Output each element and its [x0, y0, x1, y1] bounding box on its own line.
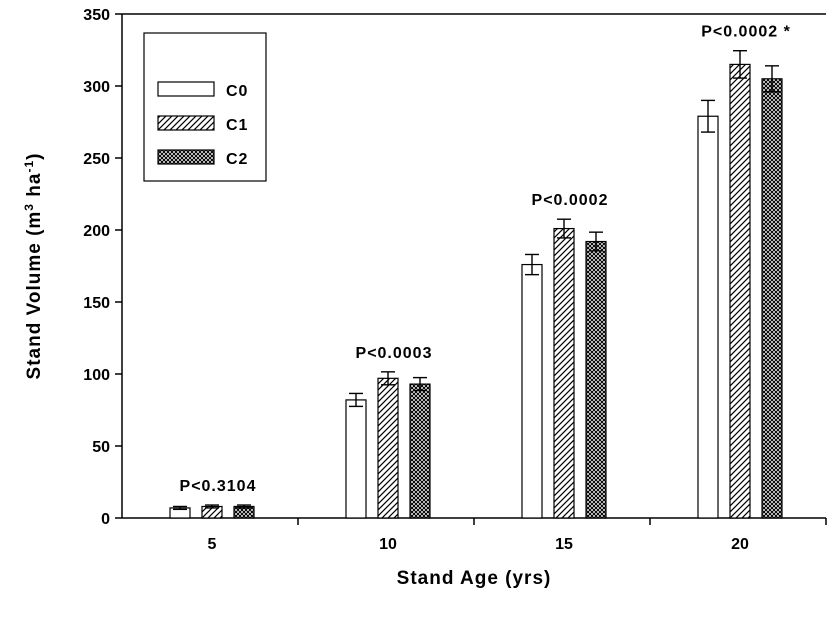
- bar-c2: [585, 240, 607, 519]
- bar-c0: [697, 115, 719, 519]
- legend-swatch-c2: [157, 149, 215, 165]
- bars: [169, 50, 783, 519]
- x-tick-label: 20: [731, 536, 749, 553]
- y-tick-label: 350: [83, 7, 110, 24]
- legend-swatch-c0: [157, 81, 215, 97]
- p-value-annotation: P<0.0002: [532, 192, 609, 209]
- legend-label-c2: C2: [226, 151, 248, 168]
- x-tick-label: 15: [555, 536, 573, 553]
- bar-c0: [345, 399, 367, 519]
- y-tick-label: 50: [92, 439, 110, 456]
- y-ticks: 0 50 100 150 200 250 300 350: [83, 7, 122, 528]
- p-value-annotation: P<0.0003: [356, 345, 433, 362]
- x-axis-title: Stand Age (yrs): [397, 568, 552, 589]
- annotations: P<0.3104 P<0.0003 P<0.0002 P<0.0002 *: [180, 24, 791, 495]
- legend-item-c1: C1: [157, 115, 248, 134]
- legend-item-c2: C2: [157, 149, 248, 168]
- bar-c2: [761, 78, 783, 519]
- y-tick-label: 200: [83, 223, 110, 240]
- y-tick-label: 150: [83, 295, 110, 312]
- legend: C0 C1 C2: [143, 32, 267, 182]
- bar-c1: [729, 63, 751, 519]
- legend-swatch-c1: [157, 115, 215, 131]
- x-ticks: 5 10 15 20: [208, 518, 827, 553]
- legend-label-c1: C1: [226, 117, 248, 134]
- bar-c0: [521, 263, 543, 519]
- x-tick-label: 10: [379, 536, 397, 553]
- legend-label-c0: C0: [226, 83, 248, 100]
- bar-c1: [377, 377, 399, 519]
- y-tick-label: 0: [101, 511, 110, 528]
- p-value-annotation: P<0.3104: [180, 478, 257, 495]
- y-axis-title: Stand Volume (m3 ha-1): [22, 153, 45, 380]
- x-tick-label: 5: [208, 536, 217, 553]
- legend-item-c0: C0: [157, 81, 248, 100]
- y-tick-label: 250: [83, 151, 110, 168]
- bar-c2: [409, 383, 431, 519]
- y-tick-label: 100: [83, 367, 110, 384]
- y-tick-label: 300: [83, 79, 110, 96]
- bar-c1: [553, 227, 575, 519]
- p-value-annotation: P<0.0002 *: [701, 24, 791, 41]
